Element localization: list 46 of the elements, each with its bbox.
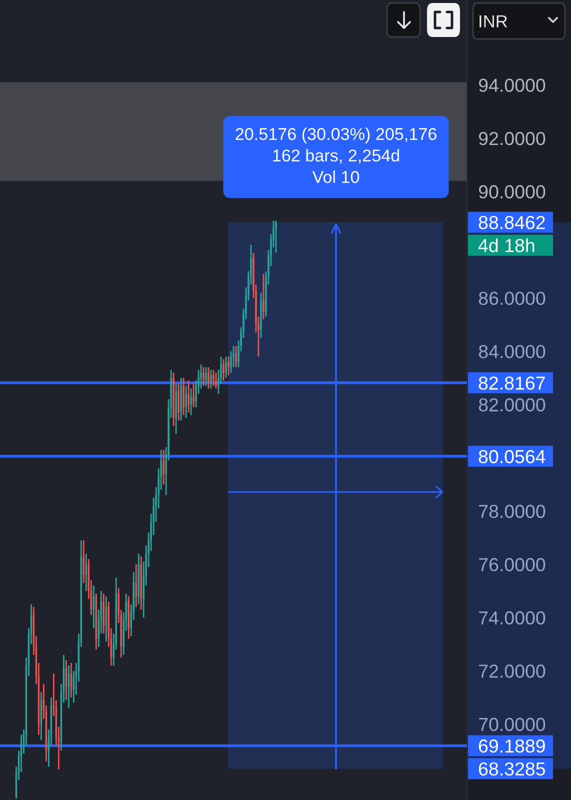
candlestick bbox=[222, 358, 224, 382]
candlestick bbox=[172, 372, 174, 427]
candlestick bbox=[182, 377, 184, 416]
candlestick bbox=[228, 356, 230, 376]
candlestick bbox=[205, 366, 207, 387]
candlestick bbox=[188, 380, 190, 414]
candlestick bbox=[202, 366, 204, 387]
candlestick bbox=[210, 369, 212, 390]
y-tick-label: 82.0000 bbox=[478, 398, 546, 412]
candlestick bbox=[225, 356, 227, 379]
ref-line-label: 82.8167 bbox=[478, 376, 545, 390]
candlestick bbox=[128, 596, 130, 640]
candlestick bbox=[192, 382, 194, 408]
y-tick-label: 72.0000 bbox=[479, 664, 546, 678]
candlestick bbox=[208, 366, 210, 390]
y-tick-label: 70.0000 bbox=[479, 718, 546, 732]
candlestick bbox=[178, 382, 180, 422]
ref-line-label: 80.0564 bbox=[478, 450, 546, 464]
candlestick bbox=[275, 220, 277, 254]
text: 68.3285 bbox=[478, 762, 545, 776]
candlestick bbox=[138, 552, 140, 605]
candlestick bbox=[140, 556, 142, 610]
y-tick-label: 76.0000 bbox=[479, 558, 546, 572]
candlestick bbox=[190, 388, 192, 416]
text: 88.8462 bbox=[478, 216, 545, 230]
candlestick bbox=[180, 377, 182, 422]
candlestick bbox=[235, 345, 237, 368]
candlestick bbox=[185, 385, 187, 419]
candlestick bbox=[175, 382, 177, 435]
candlestick bbox=[212, 369, 214, 387]
candlestick bbox=[162, 449, 164, 486]
y-tick-label: 94.0000 bbox=[478, 78, 546, 92]
candlestick bbox=[135, 564, 137, 608]
y-tick-label: 90.0000 bbox=[478, 185, 546, 198]
text: INR bbox=[480, 15, 508, 28]
y-tick-label: 74.0000 bbox=[479, 611, 546, 625]
y-tick-label: 78.0000 bbox=[479, 504, 546, 518]
annotation: 20.5176 (30.03%) 205,176 162 bars, 2,254d Vol 10 bbox=[236, 128, 436, 184]
y-tick-label: 92.0000 bbox=[478, 132, 546, 146]
candlestick bbox=[262, 273, 264, 320]
candlestick bbox=[215, 372, 217, 390]
ref-line-label: 69.1889 bbox=[478, 739, 545, 753]
text: 4d 18h bbox=[478, 238, 534, 252]
y-tick-label: 84.0000 bbox=[478, 344, 546, 358]
y-tick-label: 86.0000 bbox=[478, 292, 546, 305]
candlestick bbox=[260, 292, 262, 339]
